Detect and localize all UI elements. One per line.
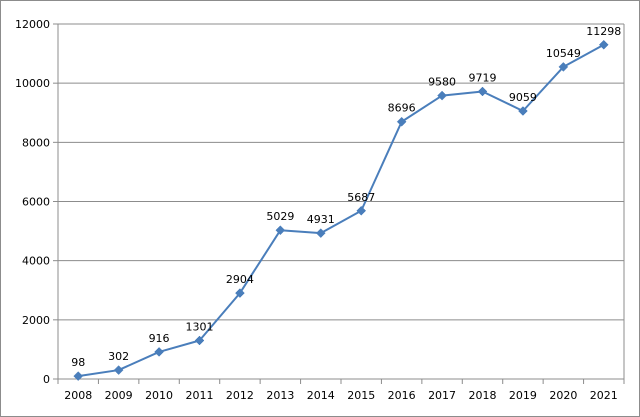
data-label-2016: 8696 bbox=[388, 102, 416, 115]
x-tick-label-2017: 2017 bbox=[428, 389, 456, 402]
data-point-2008 bbox=[73, 371, 84, 381]
data-point-2021 bbox=[598, 39, 609, 50]
data-point-2015 bbox=[356, 205, 367, 216]
data-point-2014 bbox=[315, 228, 326, 238]
x-tick-label-2008: 2008 bbox=[64, 389, 92, 402]
x-tick-label-2016: 2016 bbox=[388, 389, 416, 402]
data-label-2015: 5687 bbox=[347, 191, 375, 204]
data-point-2020 bbox=[558, 62, 569, 72]
data-label-2017: 9580 bbox=[428, 76, 456, 89]
data-point-2012 bbox=[235, 288, 245, 298]
data-label-2009: 302 bbox=[108, 350, 129, 363]
data-label-2011: 1301 bbox=[186, 321, 214, 334]
data-point-2010 bbox=[154, 347, 164, 357]
data-point-2018 bbox=[477, 86, 488, 97]
x-tick-label-2014: 2014 bbox=[307, 389, 335, 402]
x-tick-label-2015: 2015 bbox=[347, 389, 375, 402]
data-label-2013: 5029 bbox=[266, 210, 294, 223]
data-label-2019: 9059 bbox=[509, 91, 537, 104]
y-tick-label-2: 4000 bbox=[22, 255, 50, 268]
data-label-2008: 98 bbox=[71, 356, 85, 369]
y-tick-label-3: 6000 bbox=[22, 196, 50, 209]
data-label-2020: 10549 bbox=[546, 47, 581, 60]
data-point-2019 bbox=[518, 106, 528, 116]
x-tick-label-2018: 2018 bbox=[469, 389, 497, 402]
x-tick-label-2010: 2010 bbox=[145, 389, 173, 402]
data-label-2010: 916 bbox=[149, 332, 170, 345]
x-tick-label-2020: 2020 bbox=[549, 389, 577, 402]
data-point-2017 bbox=[437, 90, 447, 101]
data-label-2021: 11298 bbox=[586, 25, 621, 38]
data-point-2009 bbox=[113, 365, 124, 375]
data-label-2014: 4931 bbox=[307, 213, 335, 226]
x-tick-label-2019: 2019 bbox=[509, 389, 537, 402]
x-tick-label-2011: 2011 bbox=[186, 389, 214, 402]
data-label-2012: 2904 bbox=[226, 273, 254, 286]
y-tick-label-5: 10000 bbox=[15, 77, 50, 90]
x-tick-label-2021: 2021 bbox=[590, 389, 618, 402]
data-label-2018: 9719 bbox=[469, 71, 497, 84]
y-tick-label-4: 8000 bbox=[22, 136, 50, 149]
series-line-0 bbox=[78, 43, 605, 378]
data-point-2013 bbox=[275, 225, 286, 236]
y-tick-label-6: 12000 bbox=[15, 18, 50, 31]
x-tick-label-2009: 2009 bbox=[105, 389, 133, 402]
y-tick-label-1: 2000 bbox=[22, 314, 50, 327]
x-tick-label-2013: 2013 bbox=[266, 389, 294, 402]
data-point-2016 bbox=[396, 116, 407, 127]
y-tick-label-0: 0 bbox=[43, 373, 50, 386]
data-point-2011 bbox=[194, 335, 205, 346]
x-tick-label-2012: 2012 bbox=[226, 389, 254, 402]
